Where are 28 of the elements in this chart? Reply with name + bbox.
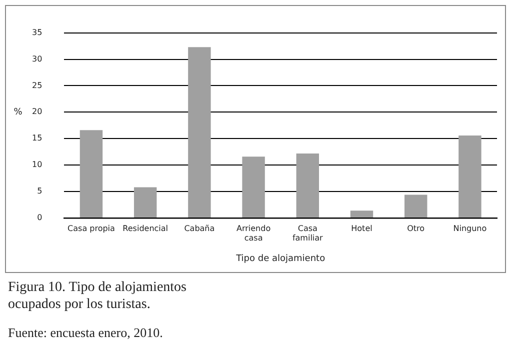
y-axis-title: %	[14, 108, 23, 118]
y-tick-label: 35	[32, 28, 42, 37]
source-note: Fuente: encuesta enero, 2010.	[8, 325, 163, 341]
bar	[188, 47, 211, 218]
x-tick-label: Casa familiar	[292, 224, 324, 242]
bar	[296, 153, 320, 218]
bar	[80, 130, 103, 218]
bar	[458, 135, 482, 218]
x-tick-label: Casa propia	[68, 224, 116, 233]
y-tick-label: 15	[32, 134, 42, 143]
x-axis-title: Tipo de alojamiento	[235, 254, 326, 264]
bar	[242, 156, 265, 218]
y-tick-label: 5	[37, 186, 42, 196]
x-tick-label: Residencial	[122, 224, 168, 233]
x-tick-label: Cabaña	[184, 224, 215, 233]
bar	[350, 210, 374, 218]
text: Figura 10. Tipo de alojamientos ocupados por los turistas.	[8, 279, 188, 313]
y-tick-label: 20	[32, 107, 42, 116]
y-tick-label: 25	[32, 80, 42, 90]
bar	[404, 194, 428, 218]
bar	[134, 187, 157, 218]
x-tick-label: Otro	[407, 224, 425, 233]
x-tick-label: Ninguno	[453, 224, 487, 233]
x-tick-label: Hotel	[351, 224, 372, 233]
y-tick-label: 10	[32, 160, 42, 170]
y-tick-label: 30	[32, 54, 42, 64]
y-tick-label: 0	[37, 213, 42, 222]
x-tick-label: Arriendo casa	[236, 224, 271, 242]
